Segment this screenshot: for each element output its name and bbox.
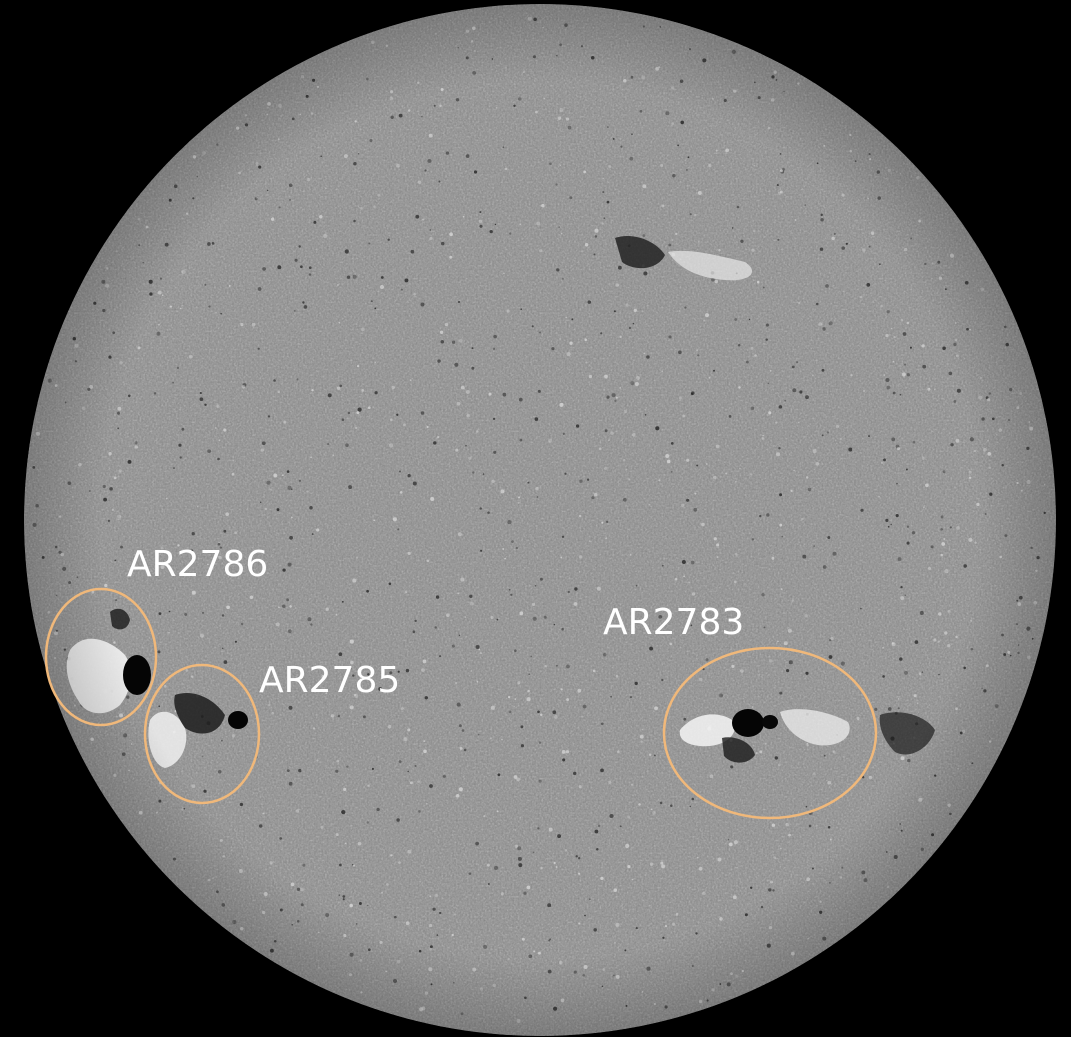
ar2786-ring <box>44 587 158 727</box>
annotations: AR2786 AR2785 AR2783 <box>44 544 878 820</box>
ar2783-label: AR2783 <box>603 602 744 643</box>
ar2785-ring <box>143 663 261 805</box>
ar2785-label: AR2785 <box>259 660 400 701</box>
limb-darkening <box>24 4 1056 1036</box>
solar-disk <box>24 4 1056 1036</box>
ar2786-label: AR2786 <box>127 544 268 585</box>
ar2783-ring <box>662 646 878 820</box>
